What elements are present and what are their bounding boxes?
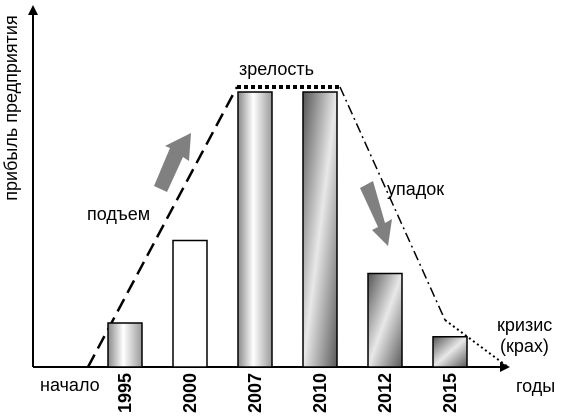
- bar-2012: [367, 272, 403, 368]
- rise-trend-line: [86, 86, 239, 368]
- decline-trend-line: [339, 86, 446, 321]
- rise-annotation: подъем: [87, 204, 150, 224]
- rise-arrow: [154, 133, 191, 192]
- crisis-annotation-line2: (крах): [500, 336, 549, 356]
- decline-annotation: упадок: [387, 179, 444, 199]
- tick-label-1995: 1995: [115, 373, 135, 413]
- crisis-trend-line: [444, 319, 509, 368]
- crisis-annotation-line1: кризис: [497, 315, 552, 335]
- bar-1995: [107, 322, 143, 368]
- category-labels: 1995 2000 2007 2010 2012 2015: [115, 373, 460, 413]
- bar-2015: [432, 336, 468, 368]
- tick-label-2010: 2010: [310, 373, 330, 413]
- bars: [107, 91, 468, 368]
- decline-arrow: [360, 181, 392, 246]
- bar-2000: [172, 239, 208, 368]
- bar-2007: [237, 91, 273, 368]
- axis-start-label: начало: [40, 375, 100, 395]
- x-axis-label: годы: [516, 376, 555, 396]
- maturity-annotation: зрелость: [239, 59, 314, 79]
- tick-label-2007: 2007: [245, 373, 265, 413]
- tick-label-2012: 2012: [375, 373, 395, 413]
- y-axis-label: прибыль предприятия: [1, 15, 21, 200]
- tick-label-2015: 2015: [440, 373, 460, 413]
- bar-2010: [302, 91, 338, 368]
- tick-label-2000: 2000: [180, 373, 200, 413]
